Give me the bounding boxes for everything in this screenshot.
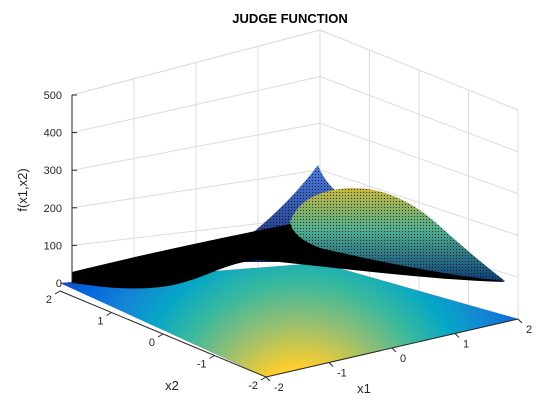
x1-axis-label: x1 <box>357 381 371 396</box>
x1-tick-label: 2 <box>526 324 532 336</box>
x2-tick-labels: 2 1 0 -1 -2 <box>46 290 267 392</box>
x1-tick-label: 1 <box>463 339 469 351</box>
x2-tick-label: -1 <box>197 359 207 371</box>
z-tick-label: 500 <box>44 90 62 102</box>
x2-tick-label: -2 <box>248 380 258 392</box>
x1-tick-label: 0 <box>400 353 406 365</box>
z-tick-labels: 0 100 200 300 400 500 <box>44 90 77 290</box>
z-tick-label: 200 <box>44 203 62 215</box>
z-axis-label: f(x1,x2) <box>15 168 30 211</box>
x2-axis-label: x2 <box>165 378 179 393</box>
x2-tick-label: 0 <box>149 337 155 349</box>
z-tick-label: 0 <box>56 278 62 290</box>
z-tick-label: 300 <box>44 165 62 177</box>
z-tick-label: 100 <box>44 240 62 252</box>
x1-tick-label: -2 <box>274 382 284 394</box>
z-tick-label: 400 <box>44 128 62 140</box>
x1-tick-labels: -2 -1 0 1 2 <box>265 318 532 394</box>
x2-tick-label: 1 <box>97 316 103 328</box>
x1-tick-label: -1 <box>337 368 347 380</box>
mesh-surface <box>72 165 505 289</box>
chart-title: JUDGE FUNCTION <box>232 11 348 26</box>
x2-tick-label: 2 <box>46 294 52 306</box>
